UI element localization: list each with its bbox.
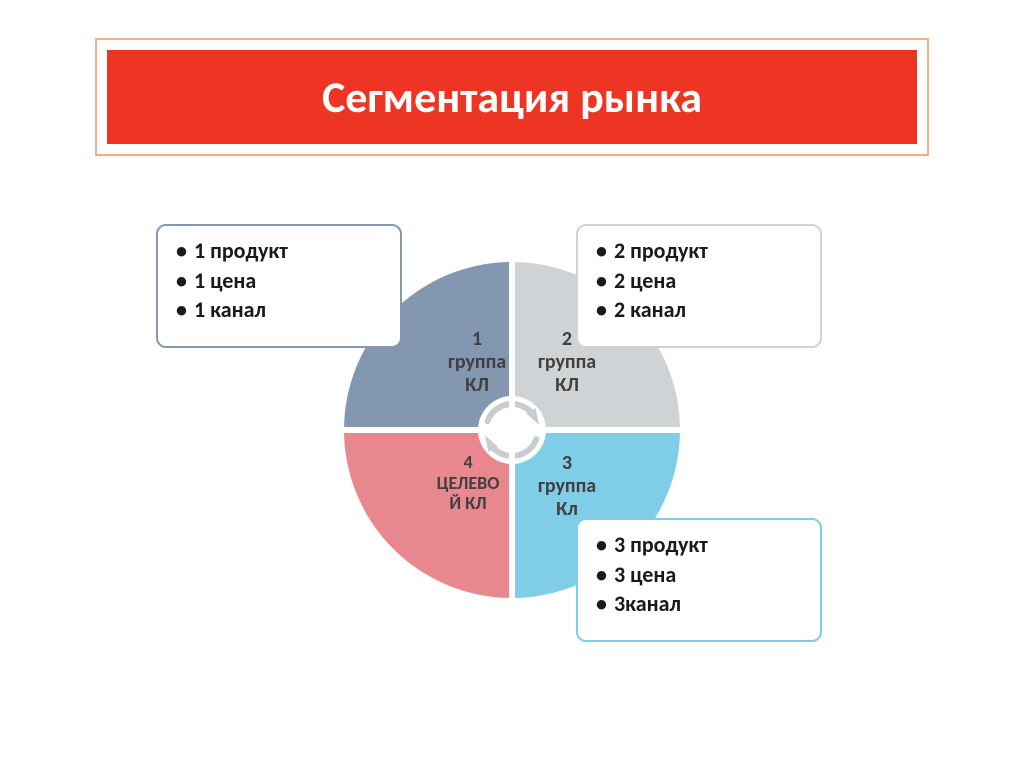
callout-item: •3 цена [596,560,806,590]
callout-group-1: •1 продукт•1 цена•1 канал [156,224,402,348]
callout-item: •1 канал [176,295,386,325]
pie-gap-horizontal [344,427,680,433]
callout-item: •2 цена [596,266,806,296]
callout-item: •3 продукт [596,530,806,560]
callout-item: •3канал [596,589,806,619]
bullet-icon: • [176,236,194,266]
bullet-icon: • [596,266,614,296]
callout-item: •2 продукт [596,236,806,266]
bullet-icon: • [596,589,614,619]
page-title-text: Сегментация рынка [322,70,702,124]
bullet-icon: • [596,530,614,560]
bullet-icon: • [176,295,194,325]
bullet-icon: • [596,295,614,325]
callout-group-2: •2 продукт•2 цена•2 канал [576,224,822,348]
callout-item-text: 2 цена [614,266,676,296]
callout-item-text: 3 цена [614,560,676,590]
callout-group-3: •3 продукт•3 цена•3канал [576,518,822,642]
callout-item-text: 2 канал [614,295,686,325]
callout-item-text: 1 продукт [194,236,288,266]
callout-item-text: 1 канал [194,295,266,325]
callout-item: •1 продукт [176,236,386,266]
callout-item-text: 1 цена [194,266,256,296]
bullet-icon: • [596,236,614,266]
callout-item-text: 3канал [614,589,681,619]
callout-item-text: 3 продукт [614,530,708,560]
callout-item-text: 2 продукт [614,236,708,266]
bullet-icon: • [596,560,614,590]
callout-item: •1 цена [176,266,386,296]
page-title: Сегментация рынка [107,50,917,144]
callout-item: •2 канал [596,295,806,325]
bullet-icon: • [176,266,194,296]
